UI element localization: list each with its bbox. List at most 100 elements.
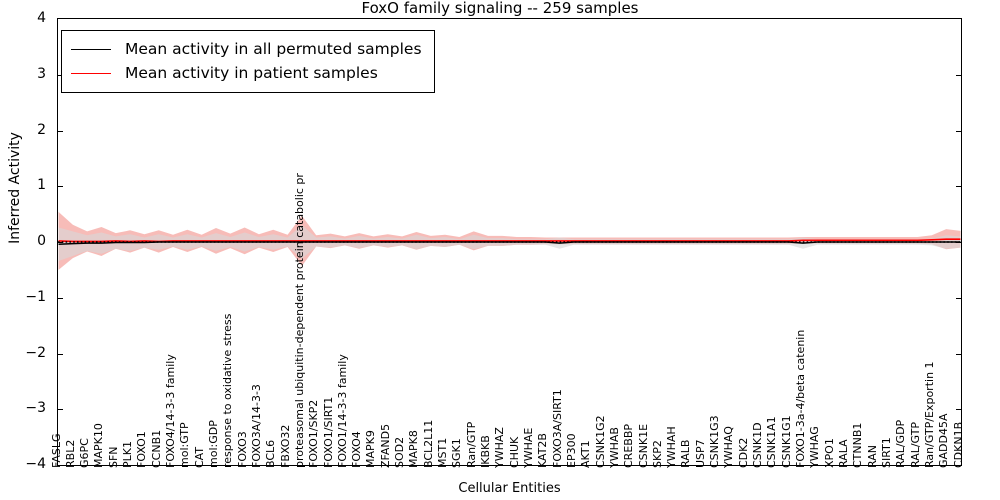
y-tick-mark	[58, 186, 63, 188]
x-axis-tick-label[interactable]: YWHAB	[607, 427, 621, 468]
x-axis-tick-label[interactable]: USP7	[693, 439, 707, 468]
x-axis-tick-label[interactable]: YWHAQ	[722, 426, 736, 468]
x-axis-tick-label[interactable]: FBXO32	[278, 424, 292, 468]
x-axis-tick-label[interactable]: CSNK1A1	[765, 416, 779, 468]
y-tick-mark	[58, 353, 63, 355]
x-axis-tick-label[interactable]: mol:GDP	[206, 420, 220, 468]
x-axis-tick-label[interactable]: XPO1	[822, 438, 836, 468]
x-axis-tick-label[interactable]: Ran/GTP/Exportin 1	[922, 361, 936, 468]
x-axis-tick-label[interactable]: MAPK9	[364, 430, 378, 468]
x-axis-label: Cellular Entities	[458, 481, 561, 496]
x-axis-tick-label[interactable]: BCL2L11	[421, 419, 435, 468]
x-axis-tick-label[interactable]: YWHAH	[665, 426, 679, 468]
x-axis-tick-label[interactable]: FOXO3A/14-3-3	[249, 384, 263, 468]
x-axis-tick-label[interactable]: CHUK	[507, 436, 521, 468]
x-axis-tick-label[interactable]: PLK1	[121, 441, 135, 468]
x-axis-tick-label[interactable]: FOXO1	[135, 431, 149, 468]
x-axis-tick-label[interactable]: YWHAE	[521, 427, 535, 468]
x-axis-tick-label[interactable]: CSNK1E	[636, 423, 650, 468]
x-axis-tick-label[interactable]: FOXO3A/SIRT1	[550, 389, 564, 468]
x-axis-tick-label[interactable]: KAT2B	[536, 433, 550, 468]
x-axis-tick-label[interactable]: SKP2	[650, 440, 664, 468]
x-axis-tick-label[interactable]: FASLG	[49, 433, 63, 468]
x-axis-tick-label[interactable]: MAPK10	[92, 423, 106, 468]
x-axis-tick-label[interactable]: RAN	[865, 445, 879, 468]
x-axis-tick-label[interactable]: BCL6	[264, 439, 278, 468]
x-axis-tick-label[interactable]: YWHAG	[808, 426, 822, 468]
legend-item-patient: Mean activity in patient samples	[71, 61, 422, 85]
x-axis-tick-label[interactable]: GADD45A	[937, 413, 951, 468]
x-axis-tick-label[interactable]: MST1	[436, 437, 450, 468]
x-axis-tick-label[interactable]: RAL/GTP	[908, 421, 922, 468]
x-axis-tick-label[interactable]: mol:GTP	[178, 422, 192, 468]
y-axis-tick-neg4: −4	[25, 456, 46, 472]
x-axis-tick-label[interactable]: FOXO1/SIRT1	[321, 396, 335, 468]
y-axis-tick-neg3: −3	[25, 400, 46, 417]
x-axis-tick-label[interactable]: Ran/GTP	[464, 421, 478, 468]
permuted-band	[58, 225, 961, 261]
x-axis-tick-label[interactable]: CDK2	[736, 437, 750, 468]
x-axis-tick-label[interactable]: RALB	[679, 439, 693, 468]
legend-item-permuted: Mean activity in all permuted samples	[71, 37, 422, 61]
x-axis-tick-label[interactable]: AKT1	[579, 440, 593, 468]
y-tick-mark	[58, 130, 63, 132]
y-axis-tick-2: 2	[37, 121, 46, 138]
legend: Mean activity in all permuted samples Me…	[61, 30, 435, 93]
x-axis-tick-label[interactable]: RBL2	[63, 439, 77, 468]
x-axis-tick-label[interactable]: CSNK1G2	[593, 415, 607, 468]
chart-title: FoxO family signaling -- 259 samples	[361, 0, 639, 17]
x-axis-tick-label[interactable]: proteasomal ubiquitin-dependent protein …	[292, 173, 306, 468]
y-axis-tick-3: 3	[37, 65, 46, 82]
x-axis-tick-label[interactable]: YWHAZ	[493, 427, 507, 468]
y-tick-mark	[956, 74, 961, 76]
y-tick-mark	[956, 186, 961, 188]
x-axis-tick-label[interactable]: CSNK1G3	[708, 415, 722, 468]
legend-line-patient-icon	[71, 72, 111, 74]
x-axis-tick-label[interactable]: FOXO1/SKP2	[307, 399, 321, 468]
y-tick-mark	[58, 242, 63, 243]
x-axis-tick-label[interactable]: CSNK1D	[751, 422, 765, 468]
x-axis-tick-label[interactable]: RAL/GDP	[894, 419, 908, 468]
x-axis-tick-label[interactable]: FOXO1/14-3-3 family	[335, 354, 349, 468]
y-tick-mark	[956, 409, 961, 411]
y-tick-mark	[58, 297, 63, 299]
y-axis-tick-4: 4	[37, 10, 46, 26]
legend-label-permuted: Mean activity in all permuted samples	[125, 40, 422, 58]
plot-svg	[58, 211, 961, 270]
permuted-mean-line	[58, 241, 961, 245]
x-axis-tick-label[interactable]: SFN	[106, 446, 120, 468]
y-axis-tick-0: 0	[37, 233, 46, 249]
x-axis-tick-label[interactable]: FOXO3	[235, 431, 249, 468]
x-axis-tick-label[interactable]: SGK1	[450, 438, 464, 468]
y-axis-tick-neg1: −1	[25, 288, 46, 305]
patient-mean-line	[58, 238, 961, 243]
x-axis-tick-label[interactable]: CDKN1B	[951, 421, 965, 468]
y-axis-tick-1: 1	[37, 177, 46, 194]
y-axis-tick-neg2: −2	[25, 344, 46, 361]
x-axis-tick-label[interactable]: FOXO1-3a-4/beta catenin	[794, 329, 807, 468]
x-axis-tick-label[interactable]: SIRT1	[879, 437, 893, 468]
x-axis-tick-label[interactable]: MAPK8	[407, 430, 421, 468]
x-axis-tick-label[interactable]: EP300	[564, 433, 578, 468]
legend-label-patient: Mean activity in patient samples	[125, 64, 378, 82]
x-axis-tick-label[interactable]: FOXO4	[350, 431, 364, 468]
x-axis-tick-label[interactable]: SOD2	[393, 436, 407, 468]
y-tick-mark	[956, 242, 961, 243]
x-axis-tick-label[interactable]: CREBBP	[622, 424, 636, 468]
y-tick-mark	[956, 130, 961, 132]
x-axis-tick-label[interactable]: response to oxidative stress	[221, 313, 235, 468]
x-axis-tick-label[interactable]: CAT	[192, 446, 206, 468]
x-axis-tick-label[interactable]: ZFAND5	[378, 423, 392, 468]
x-axis-tick-label[interactable]: FOXO4/14-3-3 family	[164, 354, 178, 468]
y-tick-mark	[58, 409, 63, 411]
x-axis-tick-label[interactable]: IKBKB	[479, 435, 493, 468]
x-axis-tick-label[interactable]: RALA	[836, 439, 850, 468]
legend-line-permuted-icon	[71, 48, 111, 50]
y-tick-mark	[956, 297, 961, 299]
y-tick-mark	[956, 353, 961, 355]
x-axis-tick-label[interactable]: CTNNB1	[851, 422, 865, 468]
x-axis-tick-label[interactable]: G6PC	[78, 438, 92, 468]
x-axis-tick-label[interactable]: CSNK1G1	[779, 415, 793, 468]
x-axis-tick-label[interactable]: CCNB1	[149, 429, 163, 468]
